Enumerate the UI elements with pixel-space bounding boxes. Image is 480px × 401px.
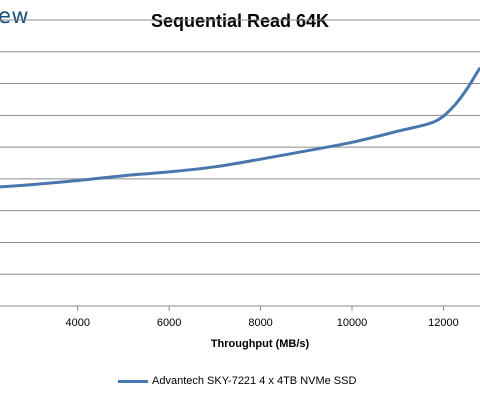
x-axis-label: Throughput (MB/s) [210, 338, 310, 350]
x-axis [0, 305, 480, 311]
x-tick-label: 6000 [157, 317, 181, 329]
x-tick-label: 8000 [248, 317, 272, 329]
gridlines [0, 19, 480, 275]
legend-label: Advantech SKY-7221 4 x 4TB NVMe SSD [152, 375, 357, 387]
x-tick-label: 10000 [337, 317, 368, 329]
x-tick-labels: 4000 6000 8000 10000 12000 [65, 317, 458, 329]
chart-title: Sequential Read 64K [150, 11, 330, 31]
legend: Advantech SKY-7221 4 x 4TB NVMe SSD [118, 374, 356, 388]
series-line-0 [0, 66, 480, 189]
series-lines [0, 66, 480, 189]
logo-watermark: ew [0, 4, 30, 28]
x-tick-label: 4000 [65, 317, 89, 329]
legend-swatch [118, 379, 148, 383]
x-tick-label: 12000 [428, 317, 459, 329]
